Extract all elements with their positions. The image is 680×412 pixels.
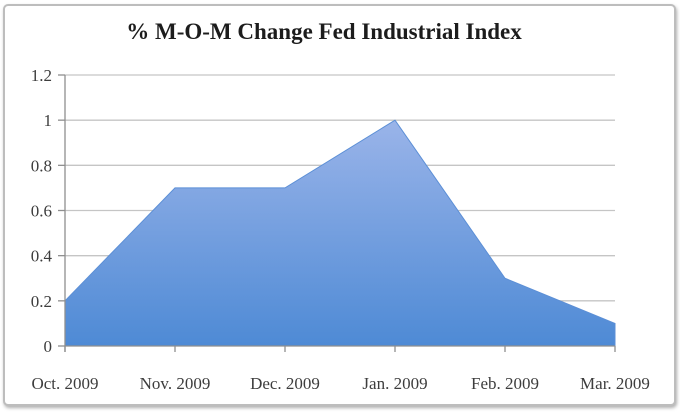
y-tick-label: 0.2	[31, 292, 52, 311]
y-axis-tick-labels: 0 0.2 0.4 0.6 0.8 1 1.2	[31, 66, 53, 356]
chart-title: % M-O-M Change Fed Industrial Index	[126, 19, 522, 44]
y-tick-label: 1.2	[31, 66, 52, 85]
area-series	[64, 119, 616, 347]
x-tick-label: Oct. 2009	[31, 374, 98, 393]
x-tick-label: Feb. 2009	[471, 374, 539, 393]
y-tick-label: 0.8	[31, 156, 52, 175]
axes	[58, 74, 616, 352]
x-tick-label: Mar. 2009	[580, 374, 650, 393]
x-tick-label: Dec. 2009	[250, 374, 320, 393]
y-tick-label: 0.6	[31, 202, 52, 221]
y-tick-label: 1	[44, 111, 53, 130]
x-tick-label: Nov. 2009	[140, 374, 211, 393]
x-axis-tick-labels: Oct. 2009 Nov. 2009 Dec. 2009 Jan. 2009 Feb.…	[31, 374, 649, 393]
y-tick-label: 0.4	[31, 247, 53, 266]
x-tick-label: Jan. 2009	[362, 374, 427, 393]
y-tick-label: 0	[44, 337, 53, 356]
